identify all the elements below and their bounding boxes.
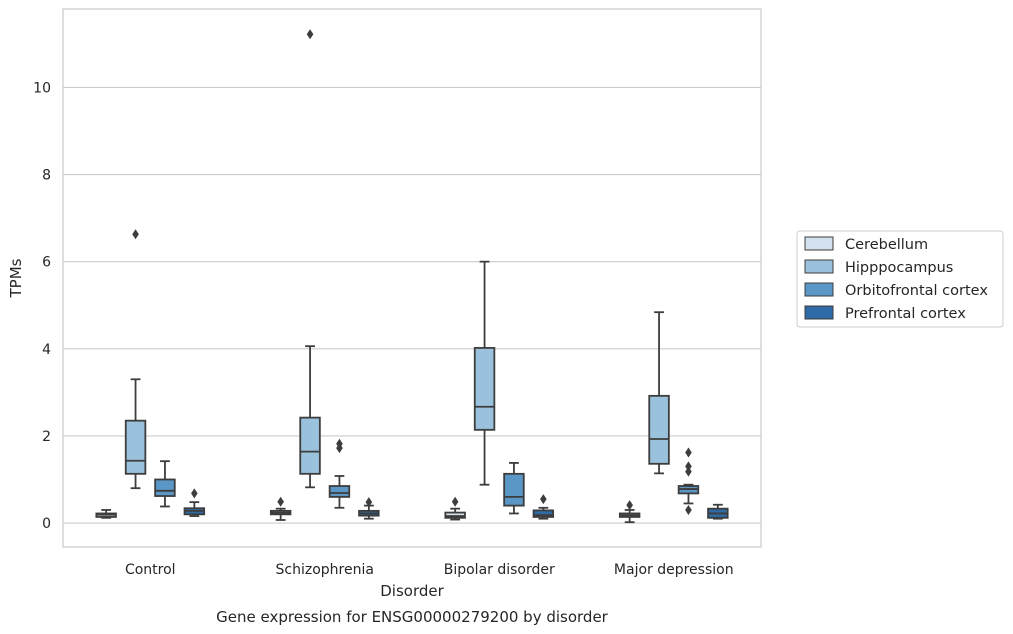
legend-frame xyxy=(796,230,1004,328)
box-orbitofrontal-cortex xyxy=(503,462,525,515)
box-cerebellum xyxy=(444,496,466,521)
box-iqr xyxy=(473,347,496,431)
y-tick-label: 10 xyxy=(33,80,51,96)
y-tick-labels: 0 2 4 6 8 10 xyxy=(33,80,51,532)
box-prefrontal-cortex xyxy=(183,488,206,517)
box-orbitofrontal-cortex xyxy=(677,447,700,515)
plot-frame xyxy=(62,8,762,548)
x-tick-label: Schizophrenia xyxy=(276,562,374,578)
x-axis-label: Disorder xyxy=(380,582,444,600)
y-tick-label: 0 xyxy=(42,516,51,532)
chart-caption: Gene expression for ENSG00000279200 by d… xyxy=(216,608,609,626)
legend: Cerebellum Hipppocampus Orbitofrontal cort… xyxy=(796,230,1004,328)
y-tick-label: 4 xyxy=(42,342,51,358)
box-iqr xyxy=(648,394,670,465)
outlier-point xyxy=(277,496,284,507)
outlier-point xyxy=(685,504,692,515)
outlier-point xyxy=(685,466,692,477)
box-iqr xyxy=(299,416,321,475)
box-prefrontal-cortex xyxy=(358,497,380,520)
outlier-point xyxy=(132,229,139,240)
legend-swatch xyxy=(804,259,834,274)
outlier-point xyxy=(451,496,459,507)
legend-label: Orbitofrontal cortex xyxy=(845,283,988,299)
box-iqr xyxy=(503,472,525,507)
box-hipppocampus xyxy=(473,260,496,486)
outlier-point xyxy=(685,447,692,458)
box-cerebellum xyxy=(95,509,117,519)
outlier-point xyxy=(685,461,692,472)
legend-label: Cerebellum xyxy=(845,237,928,253)
box-prefrontal-cortex xyxy=(707,503,729,520)
box-cerebellum xyxy=(269,496,292,521)
box-iqr xyxy=(532,509,555,518)
legend-label: Hipppocampus xyxy=(845,260,953,276)
boxes-layer xyxy=(95,29,729,524)
outlier-point xyxy=(306,29,314,40)
outlier-point xyxy=(336,438,343,449)
legend-swatch xyxy=(804,236,834,251)
box-prefrontal-cortex xyxy=(532,494,555,520)
box-cerebellum xyxy=(618,500,641,524)
y-tick-label: 2 xyxy=(42,429,51,445)
box-orbitofrontal-cortex xyxy=(328,438,351,509)
y-tick-label: 6 xyxy=(42,255,51,271)
box-iqr xyxy=(124,419,147,475)
outlier-point xyxy=(540,494,547,505)
outlier-point xyxy=(626,500,633,511)
legend-label: Prefrontal cortex xyxy=(845,306,966,322)
outlier-point xyxy=(365,497,373,508)
box-hipppocampus xyxy=(299,29,321,489)
legend-swatch xyxy=(804,305,834,320)
grid-layer xyxy=(63,86,761,524)
legend-swatch xyxy=(804,282,834,297)
box-hipppocampus xyxy=(648,311,670,475)
box-hipppocampus xyxy=(124,229,147,490)
x-tick-label: Bipolar disorder xyxy=(444,562,555,578)
box-orbitofrontal-cortex xyxy=(154,460,176,508)
outlier-point xyxy=(191,488,198,499)
y-axis-label: TPMs xyxy=(7,258,25,298)
y-tick-label: 8 xyxy=(42,168,51,184)
box-iqr xyxy=(154,478,176,497)
x-tick-label: Control xyxy=(125,562,176,578)
x-tick-labels: Control Schizophrenia Bipolar disorder Majo… xyxy=(125,562,734,578)
box-iqr xyxy=(328,485,351,498)
x-tick-label: Major depression xyxy=(614,562,734,578)
